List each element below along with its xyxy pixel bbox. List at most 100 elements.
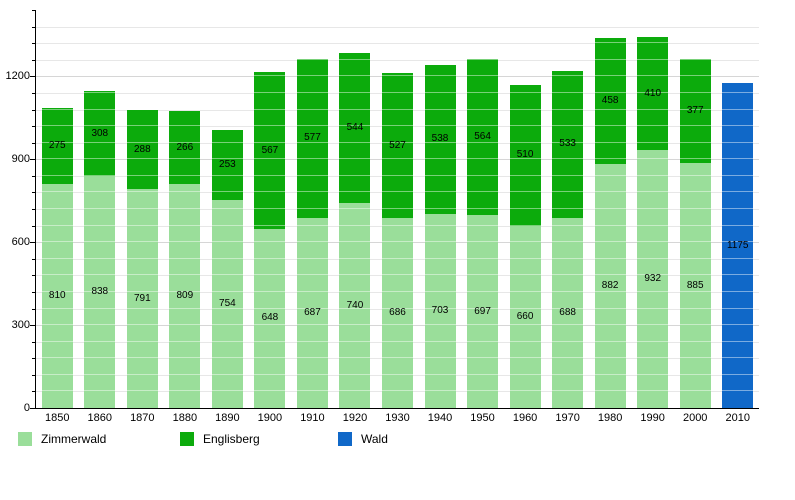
- gridline-overlay: [296, 390, 328, 392]
- gridline-overlay: [467, 373, 499, 375]
- legend-label: Zimmerwald: [41, 432, 107, 446]
- gridline-overlay: [339, 224, 371, 226]
- segment-zimmerwald: [254, 228, 286, 408]
- gridline-overlay: [424, 125, 456, 127]
- gridline-overlay: [296, 357, 328, 359]
- gridline-overlay: [722, 224, 754, 226]
- x-axis-label: 1880: [172, 412, 198, 424]
- gridline-overlay: [339, 373, 371, 375]
- x-axis-label: 1860: [87, 412, 113, 424]
- bar-value-label: 686: [389, 307, 406, 319]
- gridline-overlay: [594, 340, 626, 342]
- legend-swatch: [18, 432, 32, 446]
- gridline-overlay: [637, 75, 669, 77]
- gridline-overlay: [126, 125, 158, 127]
- x-axis-label: 1960: [512, 412, 538, 424]
- gridline-overlay: [679, 108, 711, 110]
- gridline-overlay: [254, 373, 286, 375]
- bar-value-label: 567: [261, 144, 279, 156]
- bar-2010: 1175: [722, 83, 754, 408]
- segment-englisberg: [41, 108, 73, 185]
- gridline-overlay: [382, 91, 413, 93]
- gridline-overlay: [84, 208, 116, 209]
- gridline-overlay: [467, 174, 499, 176]
- gridline-overlay: [169, 224, 201, 226]
- gridline-overlay: [296, 324, 328, 326]
- gridline-overlay: [254, 158, 286, 160]
- gridline-overlay: [169, 208, 201, 209]
- gridline-overlay: [637, 340, 669, 342]
- y-axis-tick: [32, 308, 36, 310]
- gridline-overlay: [552, 340, 584, 342]
- bar-value-label: 882: [601, 280, 619, 292]
- gridline-overlay: [169, 257, 201, 259]
- gridline-overlay: [382, 208, 413, 209]
- gridline-overlay: [679, 141, 711, 143]
- gridline-overlay: [424, 75, 456, 77]
- gridline-overlay: [126, 257, 158, 259]
- bar-value-label: 266: [176, 141, 194, 153]
- gridline-overlay: [296, 307, 328, 309]
- gridline-overlay: [424, 224, 456, 226]
- gridline-overlay: [339, 241, 371, 243]
- gridline-overlay: [382, 357, 413, 359]
- gridline-overlay: [41, 257, 73, 259]
- gridline-overlay: [594, 125, 626, 127]
- gridline-overlay: [594, 158, 626, 160]
- gridline-overlay: [126, 141, 158, 143]
- bar-value-label: 932: [644, 273, 662, 285]
- y-axis-tick: [30, 325, 36, 327]
- gridline-overlay: [339, 158, 371, 160]
- gridline-overlay: [84, 324, 116, 326]
- gridline-overlay: [41, 158, 73, 160]
- gridline-overlay: [169, 390, 201, 392]
- x-axis-label: 1980: [597, 412, 623, 424]
- bar-value-label: 703: [431, 304, 449, 316]
- gridline-overlay: [41, 290, 73, 292]
- gridline-overlay: [679, 290, 711, 292]
- gridline-overlay: [84, 307, 116, 309]
- segment-zimmerwald: [509, 225, 541, 408]
- segment-englisberg: [509, 84, 541, 226]
- gridline-overlay: [509, 224, 541, 226]
- y-axis-tick: [32, 358, 36, 360]
- gridline-overlay: [467, 191, 499, 193]
- gridline-overlay: [467, 274, 499, 276]
- segment-zimmerwald: [126, 189, 158, 408]
- gridline-overlay: [41, 224, 73, 226]
- segment-zimmerwald: [296, 218, 328, 408]
- x-axis-label: 1990: [640, 412, 665, 424]
- gridline-overlay: [126, 324, 158, 326]
- gridline-overlay: [84, 257, 116, 259]
- y-axis-tick: [32, 92, 36, 94]
- gridline-overlay: [637, 58, 669, 60]
- gridline-overlay: [552, 274, 584, 276]
- gridline-overlay: [296, 91, 328, 93]
- gridline-overlay: [722, 108, 754, 110]
- gridline-overlay: [254, 290, 286, 292]
- gridline-overlay: [552, 390, 584, 392]
- gridline-overlay: [552, 191, 584, 193]
- bar-1960: 660 510: [509, 84, 541, 408]
- bar-1880: 809 266: [169, 110, 201, 408]
- gridline-overlay: [254, 324, 286, 326]
- gridline-overlay: [552, 357, 584, 359]
- gridline-overlay: [169, 158, 201, 160]
- gridline-overlay: [552, 324, 584, 326]
- gridline-overlay: [84, 108, 116, 110]
- gridline-overlay: [424, 274, 456, 276]
- gridline-overlay: [169, 241, 201, 243]
- gridline-overlay: [467, 257, 499, 259]
- gridline-overlay: [722, 241, 754, 243]
- gridline-overlay: [84, 340, 116, 342]
- y-axis-tick: [32, 192, 36, 194]
- gridline-overlay: [424, 257, 456, 259]
- gridline-overlay: [679, 324, 711, 326]
- y-axis-tick: [32, 109, 36, 111]
- x-axis-label: 1890: [215, 412, 240, 424]
- gridline-overlay: [169, 141, 201, 143]
- gridline-overlay: [126, 191, 158, 193]
- segment-zimmerwald: [637, 150, 669, 408]
- gridline-overlay: [169, 324, 201, 326]
- bar-value-label: 810: [48, 290, 66, 302]
